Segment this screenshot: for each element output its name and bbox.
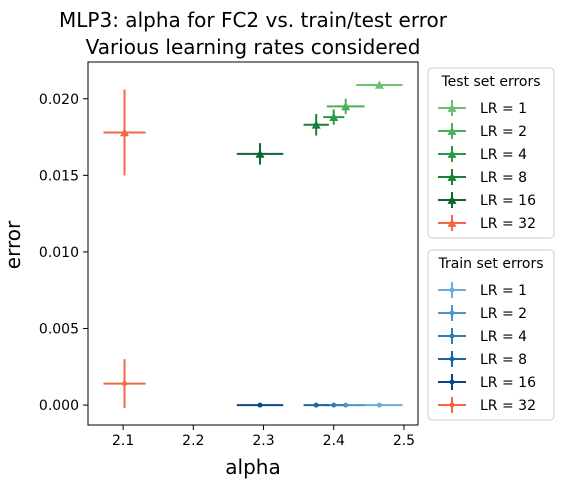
x-tick-label: 2.1	[112, 433, 134, 449]
legend-entry: LR = 8	[438, 351, 527, 368]
legend-label: LR = 1	[480, 283, 527, 299]
test-series-lr-16	[236, 143, 284, 165]
x-tick-label: 2.2	[182, 433, 204, 449]
legend-marker	[449, 356, 455, 362]
legend-label: LR = 16	[480, 375, 536, 391]
legend-entry: LR = 4	[438, 328, 527, 345]
legend-label: LR = 16	[480, 193, 536, 209]
legend-marker	[447, 126, 457, 135]
legend-entry: LR = 32	[438, 397, 536, 414]
legend-label: LR = 2	[480, 306, 527, 322]
data-point	[120, 127, 130, 137]
y-tick-label: 0.005	[39, 322, 79, 338]
legend-marker	[449, 287, 455, 293]
legend-marker	[447, 149, 457, 158]
data-point	[341, 101, 351, 111]
data-point	[313, 402, 319, 408]
legend-marker	[449, 310, 455, 316]
legend-label: LR = 1	[480, 101, 527, 117]
legend-label: LR = 8	[480, 170, 527, 186]
legend-marker	[449, 379, 455, 385]
legend-entry: LR = 1	[438, 100, 527, 117]
y-tick-label: 0.020	[39, 92, 79, 108]
test-series-lr-2	[326, 98, 365, 115]
legend-train: Train set errors LR = 1 LR = 2 LR = 4 LR = 8…	[427, 249, 555, 421]
legend-label: LR = 32	[480, 216, 536, 232]
test-series-lr-8	[303, 114, 329, 136]
train-series-lr-32	[103, 359, 146, 409]
legend-entry: LR = 2	[438, 305, 527, 322]
x-tick-label: 2.4	[323, 433, 345, 449]
y-axis-label: error	[1, 220, 25, 269]
test-series-lr-1	[356, 80, 403, 89]
legend-label: LR = 4	[480, 329, 527, 345]
legend-marker	[447, 172, 457, 181]
plot-area	[103, 80, 403, 409]
legend-marker	[447, 218, 457, 227]
data-point	[257, 402, 263, 408]
train-series-lr-8	[303, 402, 329, 408]
data-point	[311, 120, 321, 129]
y-tick-label: 0.000	[39, 398, 79, 414]
x-tick-label: 2.5	[393, 433, 415, 449]
legend-entry: LR = 1	[438, 282, 527, 299]
data-point	[122, 381, 128, 387]
legend-frame	[427, 249, 555, 421]
y-tick-label: 0.010	[39, 245, 79, 261]
legend-frame	[427, 67, 555, 239]
data-point	[255, 149, 265, 158]
y-tick-label: 0.015	[39, 168, 79, 184]
legend-title: Train set errors	[437, 256, 543, 272]
test-series-lr-4	[323, 109, 345, 125]
chart-title: MLP3: alpha for FC2 vs. train/test error	[59, 8, 448, 32]
legend-entry: LR = 16	[438, 374, 536, 391]
legend-title: Test set errors	[440, 74, 540, 90]
legend-marker	[447, 195, 457, 204]
legend-entry: LR = 8	[438, 169, 527, 186]
legend-label: LR = 8	[480, 352, 527, 368]
legend-marker	[449, 402, 455, 408]
test-series-lr-32	[103, 89, 146, 176]
data-point	[376, 402, 382, 408]
legend-entry: LR = 2	[438, 123, 527, 140]
axes-frame	[87, 61, 419, 426]
data-point	[343, 402, 349, 408]
legend-label: LR = 2	[480, 124, 527, 140]
data-point	[329, 112, 339, 121]
train-series-lr-16	[236, 402, 284, 408]
legend-marker	[449, 333, 455, 339]
x-axis-label: alpha	[225, 455, 280, 479]
legend-entry: LR = 32	[438, 215, 536, 232]
legend-label: LR = 4	[480, 147, 527, 163]
legend-label: LR = 32	[480, 398, 536, 414]
legend-entry: LR = 4	[438, 146, 527, 163]
x-tick-label: 2.3	[252, 433, 274, 449]
data-point	[374, 80, 384, 89]
legend-marker	[447, 103, 457, 112]
axes: 2.1 2.2 2.3 2.4 2.5 0.000 0.005 0.010 0.015 0.020	[39, 61, 419, 449]
legend-entry: LR = 16	[438, 192, 536, 209]
data-point	[331, 402, 337, 408]
legend-test: Test set errors LR = 1 LR = 2 LR = 4 LR = 8 L…	[427, 67, 555, 239]
chart-subtitle: Various learning rates considered	[86, 35, 421, 59]
